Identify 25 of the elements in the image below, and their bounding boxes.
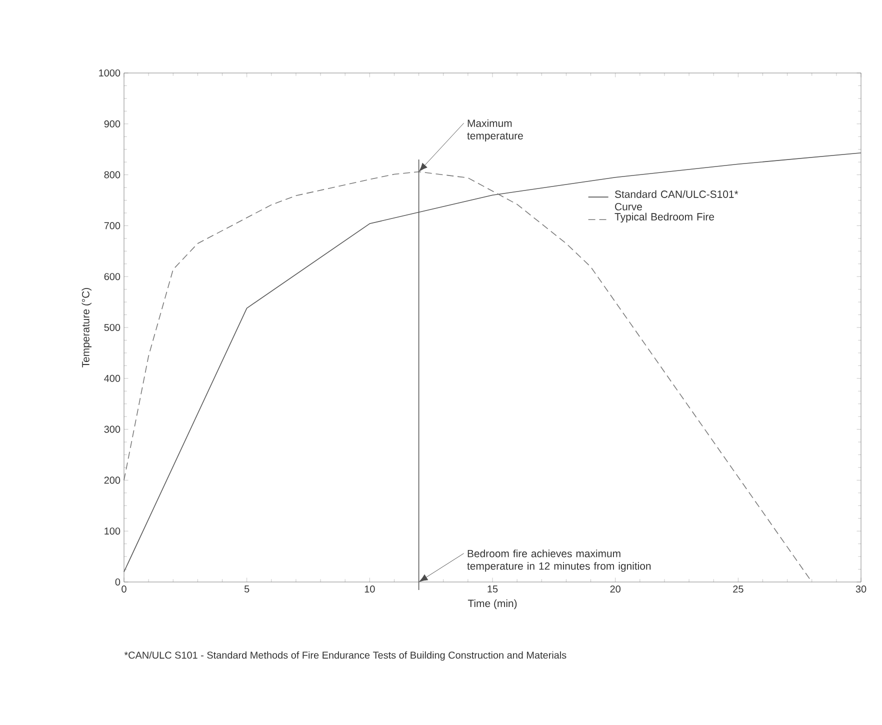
annotation: Bedroom fire achieves maximum temperature in 12 minutes from ignition: [467, 550, 651, 572]
legend-label: Standard CAN/ULC-S101* Curve: [614, 190, 738, 210]
y-tick-label: 200: [104, 476, 120, 484]
x-tick-label: 20: [610, 586, 620, 593]
y-tick-label: 1000: [99, 69, 120, 77]
y-axis-title: Temperature (°C): [82, 288, 92, 368]
y-tick-label: 300: [104, 426, 120, 433]
x-tick-label: 5: [244, 586, 250, 592]
x-tick-label: 15: [488, 586, 498, 592]
x-tick-label: 30: [856, 586, 866, 593]
y-tick-label: 0: [115, 578, 120, 586]
x-tick-label: 25: [733, 586, 744, 593]
y-tick-label: 900: [104, 120, 120, 128]
y-tick-label: 700: [104, 222, 120, 230]
annotation: Maximum temperature: [467, 119, 523, 142]
x-axis-title: Time (min): [468, 599, 517, 610]
y-tick-label: 600: [104, 273, 120, 280]
y-tick-label: 100: [104, 528, 120, 535]
x-tick-label: 0: [122, 586, 126, 593]
y-tick-label: 800: [104, 171, 120, 178]
x-tick-label: 10: [364, 586, 375, 593]
text: *CAN/ULC S101 - Standard Methods of Fire Endurance Tests of Building Construction and Materials: [124, 651, 566, 661]
y-tick-label: 400: [104, 374, 120, 382]
y-tick-label: 500: [104, 324, 120, 332]
legend-label: Typical Bedroom Fire: [614, 212, 714, 223]
